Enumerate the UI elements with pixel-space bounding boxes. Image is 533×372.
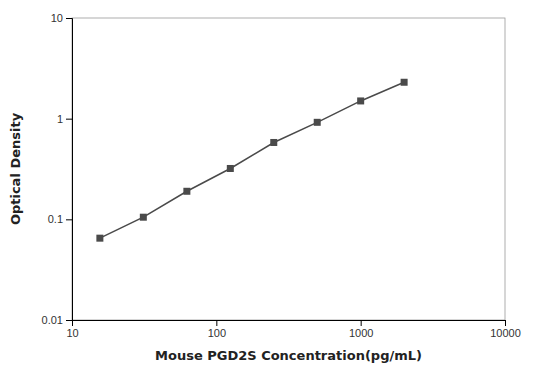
x-tick-label: 10 (66, 327, 78, 339)
y-tick: 10 (51, 12, 72, 24)
y-tick-label: 0.1 (48, 213, 63, 225)
y-tick: 1 (57, 113, 72, 125)
x-axis-title: Mouse PGD2S Concentration(pg/mL) (155, 348, 422, 363)
x-tick-label: 10000 (490, 327, 521, 339)
x-tick-label: 100 (208, 327, 226, 339)
y-tick-mark (66, 320, 72, 321)
y-tick-label: 10 (51, 12, 63, 24)
data-line (100, 82, 404, 238)
chart-svg: 10 100 1000 10000 0.01 0.1 1 10 Mouse PGD2S Conc… (0, 0, 533, 372)
y-tick: 0.01 (42, 314, 72, 326)
x-tick-mark (505, 320, 506, 326)
x-tick: 10 (66, 320, 78, 339)
x-tick-mark (361, 320, 362, 326)
plot-frame (72, 18, 505, 320)
x-tick-mark (216, 320, 217, 326)
data-point (183, 188, 190, 195)
y-tick-mark (66, 219, 72, 220)
data-point (357, 97, 364, 104)
y-tick: 0.1 (48, 213, 72, 225)
data-point (270, 139, 277, 146)
y-tick-label: 1 (57, 113, 63, 125)
data-layer (96, 79, 407, 242)
data-point (401, 79, 408, 86)
x-tick-label: 1000 (349, 327, 373, 339)
y-axis-line (66, 19, 73, 321)
y-axis-title: Optical Density (8, 112, 23, 225)
x-tick: 1000 (349, 320, 373, 339)
data-point (314, 119, 321, 126)
data-point (227, 165, 234, 172)
chart-container: 10 100 1000 10000 0.01 0.1 1 10 Mouse PGD2S Conc… (0, 0, 533, 372)
x-tick: 10000 (490, 320, 521, 339)
x-axis-line (73, 321, 506, 327)
y-tick-label: 0.01 (42, 314, 63, 326)
data-point (140, 214, 147, 221)
plot-area: 10 100 1000 10000 0.01 0.1 1 10 Mouse PGD2S Conc… (8, 12, 521, 363)
x-axis: 10 100 1000 10000 (66, 320, 520, 339)
y-tick-mark (66, 18, 72, 19)
x-tick: 100 (208, 320, 226, 339)
y-axis: 0.01 0.1 1 10 (42, 12, 73, 326)
y-tick-mark (66, 119, 72, 120)
data-point (96, 235, 103, 242)
